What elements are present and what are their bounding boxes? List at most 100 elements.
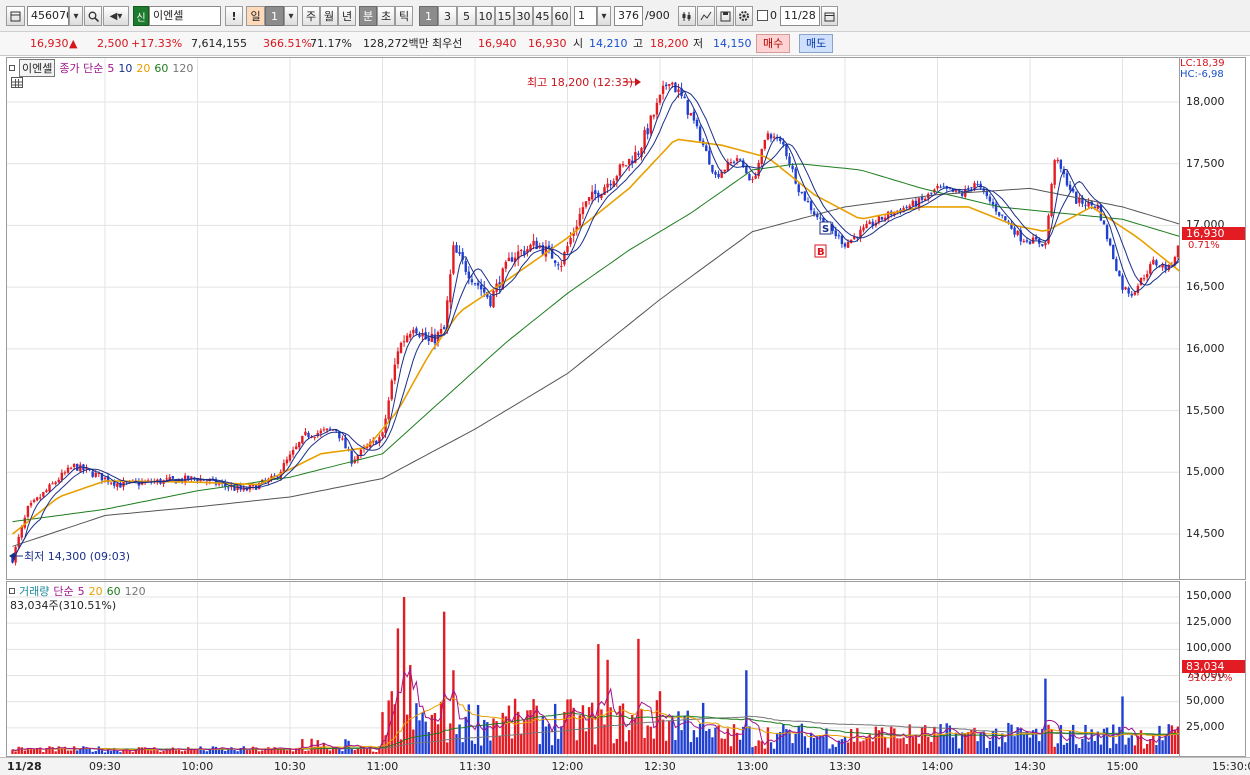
candle-body <box>677 89 680 92</box>
tab-tick[interactable]: 틱 <box>395 6 413 26</box>
tab-month[interactable]: 월 <box>320 6 338 26</box>
date-input[interactable]: 11/28 <box>780 6 820 26</box>
candle-body <box>726 162 730 171</box>
volume-bar <box>957 748 961 754</box>
crosshair-icon[interactable] <box>697 6 715 26</box>
volume-bar <box>390 691 393 754</box>
volume-bar <box>970 729 973 754</box>
buy-signal-box[interactable] <box>814 244 827 258</box>
stock-code-input[interactable]: 456070 <box>27 6 69 26</box>
candle-body <box>276 476 279 478</box>
volume-bar <box>350 748 353 754</box>
volume-bar <box>486 722 489 754</box>
tab-min-5[interactable]: 5 <box>457 6 476 26</box>
candle-body <box>1019 230 1022 242</box>
data-table-icon[interactable] <box>11 77 23 88</box>
code-dropdown-chevron-down-icon[interactable]: ▾ <box>69 6 83 26</box>
candle-body <box>304 431 307 436</box>
volume-bar <box>356 747 360 754</box>
count-input[interactable]: 376 <box>614 6 643 26</box>
save-icon[interactable] <box>716 6 734 26</box>
volume-bar <box>939 724 942 754</box>
volume-bar <box>819 735 822 754</box>
candle-body <box>387 400 390 420</box>
volume-bar <box>45 748 48 754</box>
candle-body <box>640 148 643 157</box>
volume-bar <box>42 752 45 754</box>
volume-bar <box>674 739 677 754</box>
vma120-label: 120 <box>124 584 146 598</box>
sell-signal-box[interactable] <box>819 221 832 235</box>
tab-second[interactable]: 초 <box>377 6 395 26</box>
volume-legend-collapse-icon[interactable] <box>9 588 15 594</box>
candle-body <box>1028 241 1032 244</box>
volume-bar <box>600 709 603 754</box>
tab-week[interactable]: 주 <box>302 6 320 26</box>
window-menu-icon[interactable] <box>6 6 25 26</box>
candle-body <box>797 184 800 193</box>
volume-chart[interactable] <box>7 582 1216 756</box>
tab-min-30[interactable]: 30 <box>514 6 533 26</box>
volume-bar <box>933 726 936 754</box>
volume-bar <box>1013 736 1016 754</box>
volume-bar <box>914 734 918 754</box>
volume-bar <box>868 734 871 754</box>
stock-name-tag[interactable]: 이엔셀 <box>19 59 56 77</box>
candle-body <box>590 191 594 200</box>
candle-body <box>668 84 671 86</box>
candle-body <box>415 328 418 334</box>
volume-bar <box>63 746 67 754</box>
volume-bar <box>745 670 748 754</box>
search-icon[interactable] <box>84 6 102 26</box>
tab-min-1[interactable]: 1 <box>419 6 438 26</box>
candle-body <box>711 164 714 173</box>
volume-bar <box>566 699 569 754</box>
alert-button[interactable]: ! <box>225 6 243 26</box>
speaker-icon[interactable]: ◀▾ <box>103 6 129 26</box>
gear-icon[interactable] <box>735 6 753 26</box>
candle-body <box>1065 173 1069 186</box>
candle-body <box>621 164 625 166</box>
interval-input[interactable]: 1 <box>574 6 597 26</box>
candle-body <box>516 251 520 260</box>
tab-minute[interactable]: 분 <box>359 6 377 26</box>
tab-min-45[interactable]: 45 <box>533 6 552 26</box>
tab-day[interactable]: 일 <box>246 6 265 26</box>
candle-body <box>1149 264 1152 274</box>
day-count-chevron-down-icon[interactable]: ▾ <box>284 6 298 26</box>
buy-button[interactable]: 매수 <box>756 34 791 53</box>
volume-value: 7,614,155 <box>191 37 247 50</box>
candle-body <box>705 145 708 152</box>
price-chart-pane[interactable]: 최고 18,200 (12:33) 최저 14,300 (09:03) S B … <box>6 57 1216 580</box>
volume-bar <box>701 702 705 754</box>
volume-bar <box>732 724 736 754</box>
price-chart[interactable]: 최고 18,200 (12:33) 최저 14,300 (09:03) S B <box>7 58 1216 579</box>
tab-min-3[interactable]: 3 <box>438 6 457 26</box>
candle-body <box>1105 225 1109 240</box>
tab-year[interactable]: 년 <box>338 6 356 26</box>
tab-day-count[interactable]: 1 <box>265 6 284 26</box>
volume-bar <box>384 735 387 754</box>
candle-body <box>553 260 557 264</box>
volume-bar <box>994 728 998 754</box>
candle-body <box>449 274 452 303</box>
legend-collapse-icon[interactable] <box>9 65 15 71</box>
candle-body <box>1056 159 1059 162</box>
tab-min-15[interactable]: 15 <box>495 6 514 26</box>
volume-bar <box>156 750 159 754</box>
volume-bar <box>1038 741 1041 754</box>
interval-chevron-down-icon[interactable]: ▾ <box>597 6 611 26</box>
volume-bar <box>834 746 837 754</box>
volume-bar <box>51 747 54 754</box>
candle-body <box>624 165 628 167</box>
tab-min-10[interactable]: 10 <box>476 6 495 26</box>
indicator-icon[interactable] <box>678 6 696 26</box>
calendar-icon[interactable] <box>821 6 838 26</box>
candle-body <box>1127 287 1130 294</box>
date-checkbox[interactable] <box>757 10 768 21</box>
volume-bar <box>1031 730 1035 754</box>
sell-button[interactable]: 매도 <box>799 34 834 53</box>
stock-name-field[interactable]: 이엔셀 <box>149 6 221 26</box>
tab-min-60[interactable]: 60 <box>552 6 571 26</box>
volume-chart-pane[interactable]: 거래량 단순 5 20 60 120 83,034주(310.51%) <box>6 581 1216 757</box>
